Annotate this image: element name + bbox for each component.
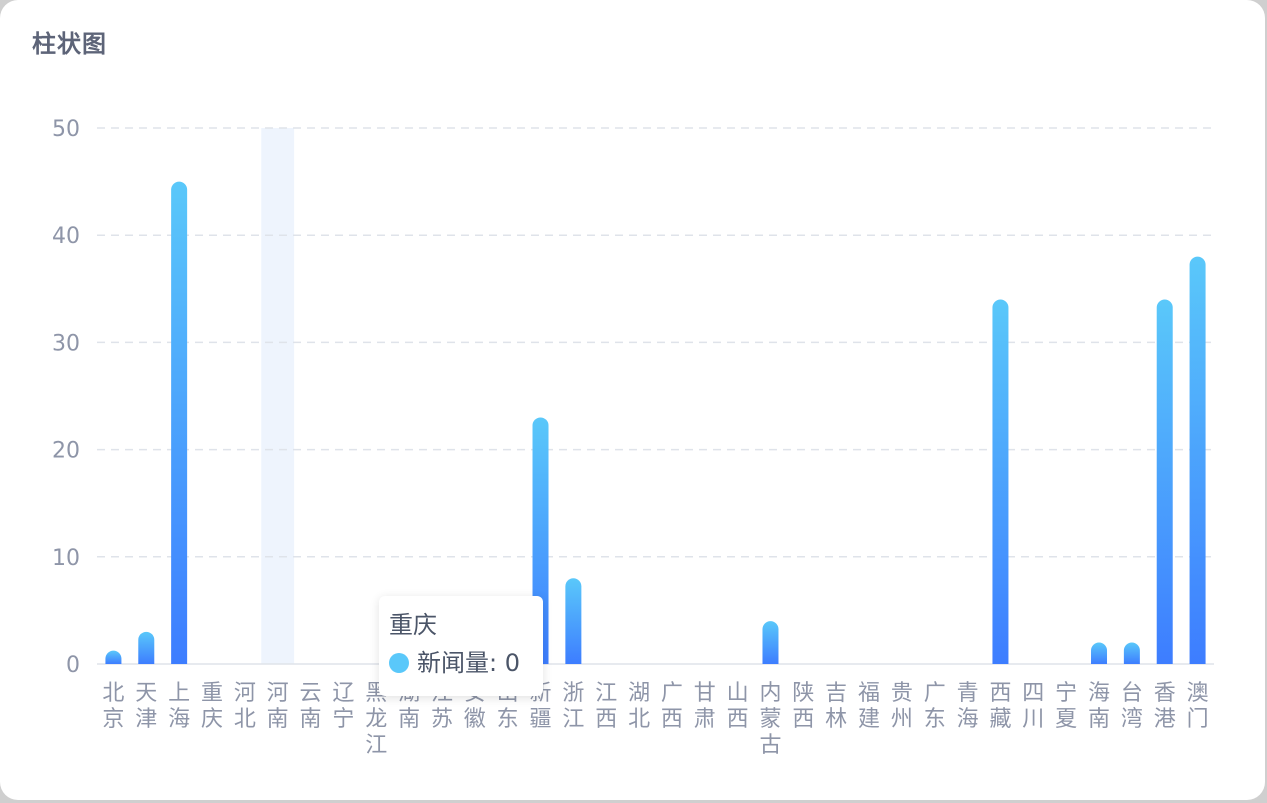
bar-浙江[interactable] xyxy=(565,578,582,664)
x-tick-label: 陕西 xyxy=(792,681,814,732)
bar-北京[interactable] xyxy=(105,650,122,664)
bar-香港[interactable] xyxy=(1156,299,1173,664)
x-tick-label: 海南 xyxy=(1088,681,1110,732)
x-tick-label: 广东 xyxy=(924,681,946,732)
x-tick-label: 宁夏 xyxy=(1055,681,1077,732)
x-tick-label: 青海 xyxy=(957,681,979,732)
y-tick-label: 50 xyxy=(52,117,80,142)
x-tick-label: 上海 xyxy=(168,681,190,732)
series-dot-icon xyxy=(389,653,409,673)
bar-内蒙古[interactable] xyxy=(762,621,779,664)
x-tick-label: 浙江 xyxy=(562,681,584,732)
tooltip-value: 0 xyxy=(504,649,520,677)
x-tick-label: 北京 xyxy=(102,681,124,732)
y-tick-label: 40 xyxy=(52,224,80,249)
x-tick-label: 贵州 xyxy=(891,681,913,732)
y-tick-label: 30 xyxy=(52,331,80,356)
hover-highlight-band xyxy=(261,128,295,664)
tooltip-series-label: 新闻量 xyxy=(417,649,489,677)
x-tick-label: 台湾 xyxy=(1121,681,1143,732)
chart-tooltip: 重庆 新闻量 : 0 xyxy=(379,596,543,696)
tooltip-separator: : xyxy=(489,649,505,677)
y-tick-label: 20 xyxy=(52,439,80,464)
x-tick-label: 辽宁 xyxy=(332,681,354,732)
x-tick-label: 甘肃 xyxy=(694,681,716,732)
x-tick-label: 广西 xyxy=(661,681,683,732)
chart-title: 柱状图 xyxy=(32,30,107,58)
x-tick-label: 内蒙古 xyxy=(759,681,781,758)
bar-台湾[interactable] xyxy=(1123,642,1140,664)
x-tick-label: 天津 xyxy=(135,681,157,732)
x-tick-label: 黑龙江 xyxy=(365,681,387,758)
x-tick-label: 江西 xyxy=(595,681,617,732)
bar-海南[interactable] xyxy=(1091,642,1108,664)
tooltip-row: 新闻量 : 0 xyxy=(389,648,533,678)
bar-上海[interactable] xyxy=(171,181,188,664)
x-tick-label: 湖北 xyxy=(628,681,650,732)
x-tick-label: 福建 xyxy=(858,681,880,732)
x-tick-label: 吉林 xyxy=(825,681,847,732)
y-tick-label: 10 xyxy=(52,546,80,571)
bar-澳门[interactable] xyxy=(1189,256,1206,664)
bar-西藏[interactable] xyxy=(992,299,1009,664)
x-tick-label: 四川 xyxy=(1022,681,1044,732)
x-tick-label: 香港 xyxy=(1154,681,1176,732)
x-tick-label: 云南 xyxy=(300,681,322,732)
x-tick-label: 重庆 xyxy=(201,681,223,732)
x-tick-label: 河北 xyxy=(234,681,256,732)
y-tick-label: 0 xyxy=(66,653,80,678)
x-tick-label: 河南 xyxy=(267,681,289,732)
x-tick-label: 山西 xyxy=(727,681,749,732)
tooltip-title: 重庆 xyxy=(389,611,437,639)
bar-天津[interactable] xyxy=(138,631,155,664)
x-tick-label: 西藏 xyxy=(989,681,1011,732)
x-tick-label: 澳门 xyxy=(1187,681,1209,732)
